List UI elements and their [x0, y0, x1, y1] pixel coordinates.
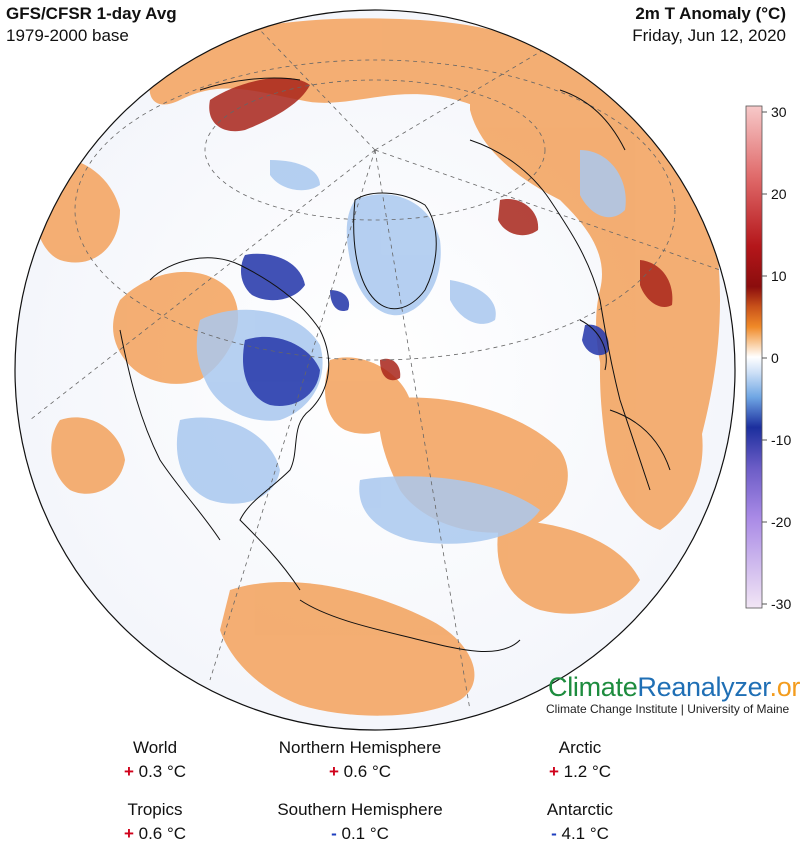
warm-anomaly-regions — [32, 18, 720, 716]
stat-northern-hemisphere: Northern Hemisphere + 0.6 °C — [250, 736, 470, 784]
stat-arctic: Arctic + 1.2 °C — [470, 736, 690, 784]
stat-value-row: + 0.6 °C — [45, 822, 265, 846]
stat-value: 0.1 °C — [341, 824, 389, 843]
stat-value: 0.3 °C — [138, 762, 187, 781]
stat-value-row: - 4.1 °C — [470, 822, 690, 846]
colorbar-tick-label: 30 — [771, 104, 787, 120]
stat-label: Antarctic — [546, 800, 614, 819]
globe-outline — [14, 9, 736, 731]
stat-value: 1.2 °C — [563, 762, 612, 781]
stat-value-row: - 0.1 °C — [250, 822, 470, 846]
header-right: 2m T Anomaly (°C) Friday, Jun 12, 2020 — [632, 3, 786, 47]
baseline-label: 1979-2000 base — [6, 26, 129, 45]
colorbar-tick-label: 0 — [771, 350, 779, 366]
stat-tropics: Tropics + 0.6 °C — [45, 798, 265, 846]
header-left: GFS/CFSR 1-day Avg 1979-2000 base — [6, 3, 177, 47]
colorbar-tick-label: -10 — [771, 432, 791, 448]
brand-part-org: .org — [769, 672, 800, 702]
colorbar-tick-label: -30 — [771, 596, 791, 612]
stat-label: World — [132, 738, 178, 757]
colorbar-ticks: 30 20 10 0 -10 -20 -30 — [762, 104, 791, 612]
stat-label: Northern Hemisphere — [278, 738, 442, 757]
graticule-lines — [29, 29, 721, 711]
colorbar: 30 20 10 0 -10 -20 -30 — [745, 104, 791, 612]
stat-value-row: + 0.3 °C — [45, 760, 265, 784]
variable-title: 2m T Anomaly (°C) — [635, 4, 786, 23]
stat-value: 0.6 °C — [343, 762, 392, 781]
brand-part-climate: Climate — [548, 672, 638, 702]
stat-value: 0.6 °C — [138, 824, 187, 843]
stat-label: Southern Hemisphere — [277, 800, 443, 819]
strong-warm-regions — [209, 77, 673, 381]
colorbar-tick-label: 10 — [771, 268, 787, 284]
product-title: GFS/CFSR 1-day Avg — [6, 4, 177, 23]
globe-fill — [15, 10, 735, 730]
colorbar-tick-label: 20 — [771, 186, 787, 202]
coastlines — [119, 77, 671, 652]
stat-antarctic: Antarctic - 4.1 °C — [470, 798, 690, 846]
stat-sign: - — [331, 824, 337, 843]
stat-sign: + — [123, 762, 134, 781]
brand-subtitle: Climate Change Institute | University of… — [546, 702, 790, 716]
colorbar-gradient — [745, 105, 763, 609]
stat-sign: - — [551, 824, 557, 843]
stat-world: World + 0.3 °C — [45, 736, 265, 784]
stat-sign: + — [328, 762, 339, 781]
brand-part-reanalyzer: Reanalyzer — [637, 672, 770, 702]
stat-sign: + — [123, 824, 134, 843]
stat-southern-hemisphere: Southern Hemisphere - 0.1 °C — [250, 798, 470, 846]
stat-value: 4.1 °C — [561, 824, 609, 843]
stat-label: Tropics — [127, 800, 183, 819]
date-label: Friday, Jun 12, 2020 — [632, 26, 786, 45]
stat-value-row: + 0.6 °C — [250, 760, 470, 784]
stat-value-row: + 1.2 °C — [470, 760, 690, 784]
colorbar-tick-label: -20 — [771, 514, 791, 530]
brand-logo-text[interactable]: ClimateReanalyzer.org — [548, 672, 800, 703]
stat-sign: + — [548, 762, 559, 781]
stat-label: Arctic — [558, 738, 602, 757]
